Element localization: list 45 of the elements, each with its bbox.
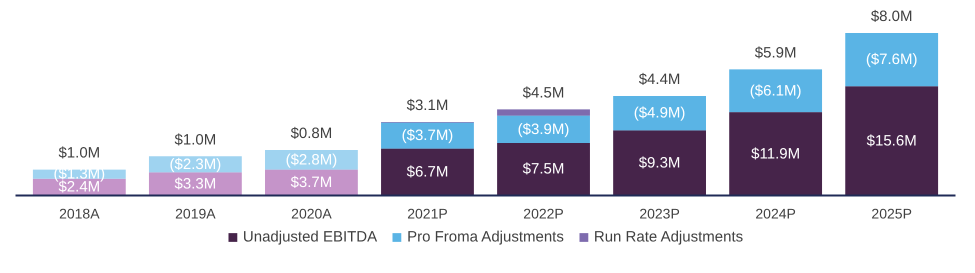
data-label: ($2.8M) <box>286 151 338 168</box>
data-label: $11.9M <box>751 145 800 162</box>
data-label: ($2.3M) <box>170 156 222 173</box>
bar <box>845 33 938 86</box>
data-label: $3.7M <box>290 174 332 192</box>
annotation: $4.5M <box>522 84 564 102</box>
bar <box>381 122 474 149</box>
x-tick-label: 2021P <box>407 206 448 222</box>
data-label: $6.7M <box>406 164 448 181</box>
x-tick-label: 2024P <box>755 206 796 222</box>
data-label: ($7.6M) <box>866 51 918 68</box>
annotation: $1.0M <box>174 131 216 148</box>
bar <box>497 142 590 196</box>
annotation: $4.4M <box>638 71 680 88</box>
legend-label: Pro Froma Adjustments <box>407 228 564 246</box>
annotation: $5.9M <box>754 44 796 62</box>
bar <box>381 148 474 196</box>
annotation: $1.0M <box>58 144 100 162</box>
data-label: $2.4M <box>58 178 100 196</box>
x-tick-label: 2020A <box>291 206 332 222</box>
x-tick-label: 2019A <box>175 206 216 222</box>
data-label: $7.5M <box>522 160 564 178</box>
data-label: ($3.9M) <box>518 120 570 138</box>
x-tick-label: 2025P <box>871 206 912 222</box>
bar <box>613 96 706 130</box>
bar <box>497 109 590 116</box>
bar <box>613 130 706 196</box>
x-tick-label: 2023P <box>639 206 680 222</box>
legend-label: Run Rate Adjustments <box>594 228 744 246</box>
annotation: $8.0M <box>870 8 913 25</box>
x-tick-label: 2022P <box>523 206 564 222</box>
data-label: ($4.9M) <box>634 104 686 122</box>
data-label: $9.3M <box>638 154 680 172</box>
bar <box>845 86 938 196</box>
data-label: $15.6M <box>866 132 917 150</box>
annotation: $0.8M <box>290 124 332 142</box>
data-label: ($6.1M) <box>750 82 802 100</box>
bar <box>729 112 822 196</box>
annotation: $3.1M <box>406 96 448 114</box>
bar <box>729 69 822 112</box>
x-tick-label: 2018A <box>59 206 100 222</box>
data-label: $3.3M <box>174 175 216 192</box>
legend-label: Unadjusted EBITDA <box>242 228 378 246</box>
bar <box>497 116 590 143</box>
data-label: ($3.7M) <box>402 127 454 144</box>
